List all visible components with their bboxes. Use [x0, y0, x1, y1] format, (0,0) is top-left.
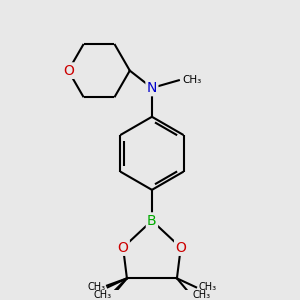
Text: O: O: [118, 241, 128, 255]
Text: O: O: [175, 241, 186, 255]
Text: CH₃: CH₃: [183, 75, 202, 85]
Text: CH₃: CH₃: [198, 282, 216, 292]
Text: O: O: [63, 64, 74, 78]
Text: CH₃: CH₃: [88, 282, 106, 292]
Text: B: B: [147, 214, 157, 228]
Text: CH₃: CH₃: [93, 290, 111, 299]
Text: N: N: [147, 81, 157, 95]
Text: CH₃: CH₃: [192, 290, 211, 299]
